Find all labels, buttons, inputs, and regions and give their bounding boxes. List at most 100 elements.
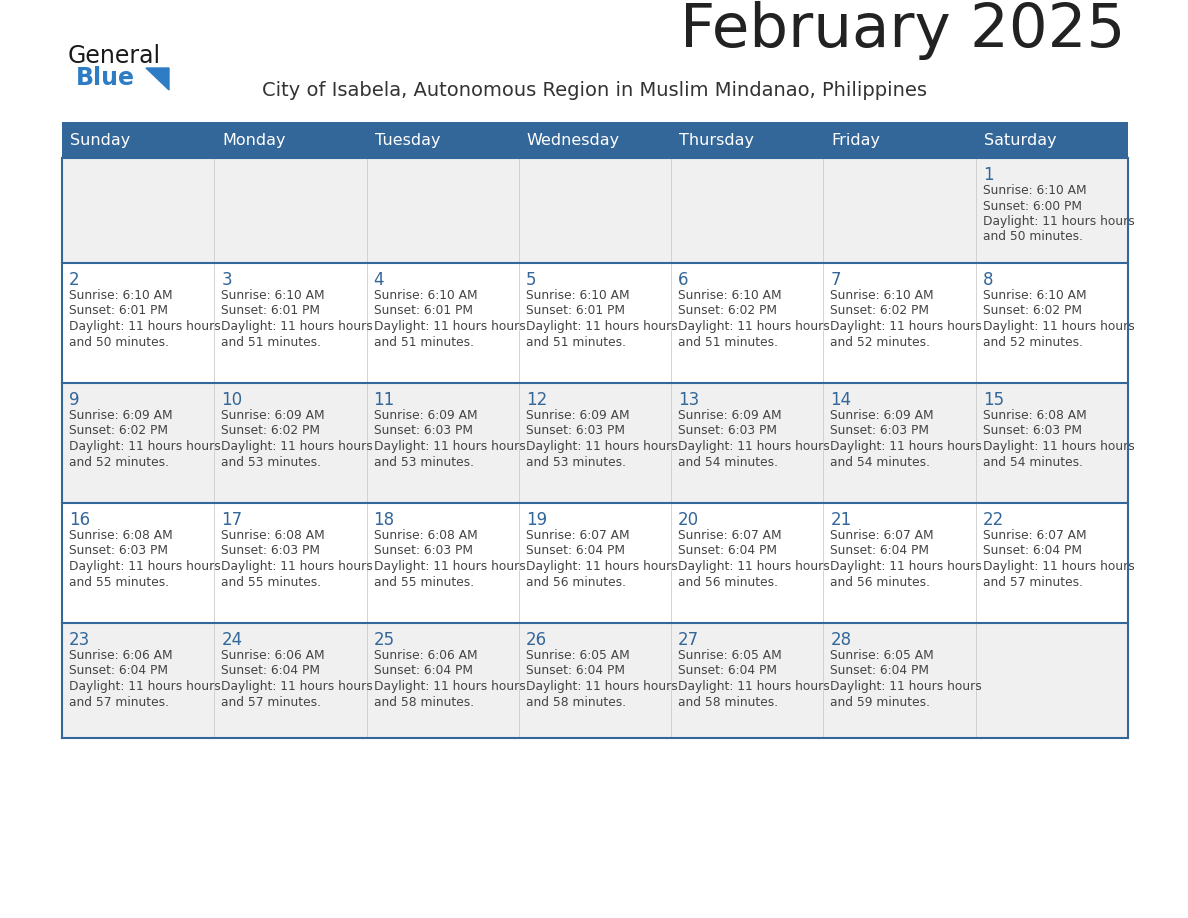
Text: Sunrise: 6:10 AM: Sunrise: 6:10 AM: [982, 289, 1086, 302]
Text: Sunrise: 6:08 AM: Sunrise: 6:08 AM: [221, 529, 326, 542]
Text: 16: 16: [69, 511, 90, 529]
Text: Sunrise: 6:05 AM: Sunrise: 6:05 AM: [678, 649, 782, 662]
Bar: [671, 122, 823, 158]
Text: and 52 minutes.: and 52 minutes.: [982, 335, 1082, 349]
Text: Sunrise: 6:09 AM: Sunrise: 6:09 AM: [373, 409, 478, 422]
Text: 7: 7: [830, 271, 841, 289]
Text: Saturday: Saturday: [984, 132, 1056, 148]
Text: Sunset: 6:01 PM: Sunset: 6:01 PM: [373, 305, 473, 318]
Text: Daylight: 11 hours hours: Daylight: 11 hours hours: [526, 680, 677, 693]
Text: and 51 minutes.: and 51 minutes.: [678, 335, 778, 349]
Text: Sunset: 6:04 PM: Sunset: 6:04 PM: [526, 544, 625, 557]
Text: Sunrise: 6:10 AM: Sunrise: 6:10 AM: [221, 289, 324, 302]
Text: Sunset: 6:03 PM: Sunset: 6:03 PM: [373, 544, 473, 557]
Bar: [367, 158, 519, 263]
Text: Daylight: 11 hours hours: Daylight: 11 hours hours: [830, 320, 982, 333]
Bar: [519, 122, 671, 158]
Bar: [62, 158, 214, 263]
Text: Sunset: 6:04 PM: Sunset: 6:04 PM: [69, 665, 168, 677]
Text: Monday: Monday: [222, 132, 286, 148]
Bar: [367, 263, 519, 383]
Text: 25: 25: [373, 631, 394, 649]
Text: and 56 minutes.: and 56 minutes.: [678, 576, 778, 588]
Text: 2: 2: [69, 271, 80, 289]
Text: Sunrise: 6:09 AM: Sunrise: 6:09 AM: [526, 409, 630, 422]
Text: Sunrise: 6:10 AM: Sunrise: 6:10 AM: [830, 289, 934, 302]
Text: Sunrise: 6:07 AM: Sunrise: 6:07 AM: [526, 529, 630, 542]
Text: Sunrise: 6:06 AM: Sunrise: 6:06 AM: [373, 649, 478, 662]
Bar: [214, 383, 367, 503]
Bar: [671, 263, 823, 383]
Text: 15: 15: [982, 391, 1004, 409]
Text: Sunset: 6:02 PM: Sunset: 6:02 PM: [678, 305, 777, 318]
Bar: [519, 158, 671, 263]
Text: and 51 minutes.: and 51 minutes.: [221, 335, 321, 349]
Text: 19: 19: [526, 511, 546, 529]
Text: and 57 minutes.: and 57 minutes.: [69, 696, 169, 709]
Text: Friday: Friday: [832, 132, 880, 148]
Text: Sunset: 6:04 PM: Sunset: 6:04 PM: [982, 544, 1082, 557]
Bar: [62, 503, 214, 623]
Text: 18: 18: [373, 511, 394, 529]
Text: 11: 11: [373, 391, 394, 409]
Text: Sunrise: 6:06 AM: Sunrise: 6:06 AM: [69, 649, 172, 662]
Text: Thursday: Thursday: [680, 132, 754, 148]
Bar: [62, 383, 214, 503]
Text: Sunset: 6:03 PM: Sunset: 6:03 PM: [373, 424, 473, 438]
Text: Sunrise: 6:06 AM: Sunrise: 6:06 AM: [221, 649, 324, 662]
Text: 17: 17: [221, 511, 242, 529]
Text: Sunset: 6:04 PM: Sunset: 6:04 PM: [830, 665, 929, 677]
Bar: [214, 263, 367, 383]
Text: Sunset: 6:04 PM: Sunset: 6:04 PM: [526, 665, 625, 677]
Text: and 55 minutes.: and 55 minutes.: [373, 576, 474, 588]
Bar: [823, 503, 975, 623]
Text: Daylight: 11 hours hours: Daylight: 11 hours hours: [678, 320, 830, 333]
Text: and 58 minutes.: and 58 minutes.: [373, 696, 474, 709]
Text: Sunrise: 6:07 AM: Sunrise: 6:07 AM: [678, 529, 782, 542]
Text: Sunset: 6:02 PM: Sunset: 6:02 PM: [221, 424, 321, 438]
Polygon shape: [146, 68, 169, 90]
Bar: [519, 503, 671, 623]
Text: 6: 6: [678, 271, 689, 289]
Text: 5: 5: [526, 271, 536, 289]
Text: Tuesday: Tuesday: [374, 132, 440, 148]
Text: Daylight: 11 hours hours: Daylight: 11 hours hours: [982, 560, 1135, 573]
Bar: [671, 503, 823, 623]
Bar: [367, 503, 519, 623]
Text: Blue: Blue: [76, 66, 135, 90]
Bar: [671, 383, 823, 503]
Text: Sunset: 6:03 PM: Sunset: 6:03 PM: [830, 424, 929, 438]
Text: and 52 minutes.: and 52 minutes.: [830, 335, 930, 349]
Text: February 2025: February 2025: [680, 1, 1125, 60]
Text: 28: 28: [830, 631, 852, 649]
Text: and 56 minutes.: and 56 minutes.: [830, 576, 930, 588]
Text: Sunrise: 6:10 AM: Sunrise: 6:10 AM: [373, 289, 478, 302]
Text: Daylight: 11 hours hours: Daylight: 11 hours hours: [526, 320, 677, 333]
Text: and 53 minutes.: and 53 minutes.: [373, 455, 474, 468]
Text: Sunset: 6:00 PM: Sunset: 6:00 PM: [982, 199, 1082, 212]
Text: and 58 minutes.: and 58 minutes.: [526, 696, 626, 709]
Text: Sunset: 6:02 PM: Sunset: 6:02 PM: [982, 305, 1082, 318]
Text: Daylight: 11 hours hours: Daylight: 11 hours hours: [373, 560, 525, 573]
Text: Sunset: 6:04 PM: Sunset: 6:04 PM: [221, 665, 321, 677]
Text: Daylight: 11 hours hours: Daylight: 11 hours hours: [221, 680, 373, 693]
Text: Sunrise: 6:05 AM: Sunrise: 6:05 AM: [830, 649, 934, 662]
Text: and 50 minutes.: and 50 minutes.: [69, 335, 169, 349]
Text: 4: 4: [373, 271, 384, 289]
Bar: [214, 158, 367, 263]
Text: 22: 22: [982, 511, 1004, 529]
Bar: [519, 263, 671, 383]
Bar: [975, 158, 1127, 263]
Text: Sunset: 6:04 PM: Sunset: 6:04 PM: [373, 665, 473, 677]
Bar: [823, 122, 975, 158]
Text: Sunrise: 6:09 AM: Sunrise: 6:09 AM: [830, 409, 934, 422]
Text: Daylight: 11 hours hours: Daylight: 11 hours hours: [526, 440, 677, 453]
Text: Daylight: 11 hours hours: Daylight: 11 hours hours: [982, 320, 1135, 333]
Text: Sunrise: 6:09 AM: Sunrise: 6:09 AM: [221, 409, 324, 422]
Text: Sunrise: 6:07 AM: Sunrise: 6:07 AM: [982, 529, 1086, 542]
Text: Daylight: 11 hours hours: Daylight: 11 hours hours: [373, 680, 525, 693]
Text: Daylight: 11 hours hours: Daylight: 11 hours hours: [678, 440, 830, 453]
Text: and 51 minutes.: and 51 minutes.: [373, 335, 474, 349]
Text: 20: 20: [678, 511, 700, 529]
Bar: [823, 158, 975, 263]
